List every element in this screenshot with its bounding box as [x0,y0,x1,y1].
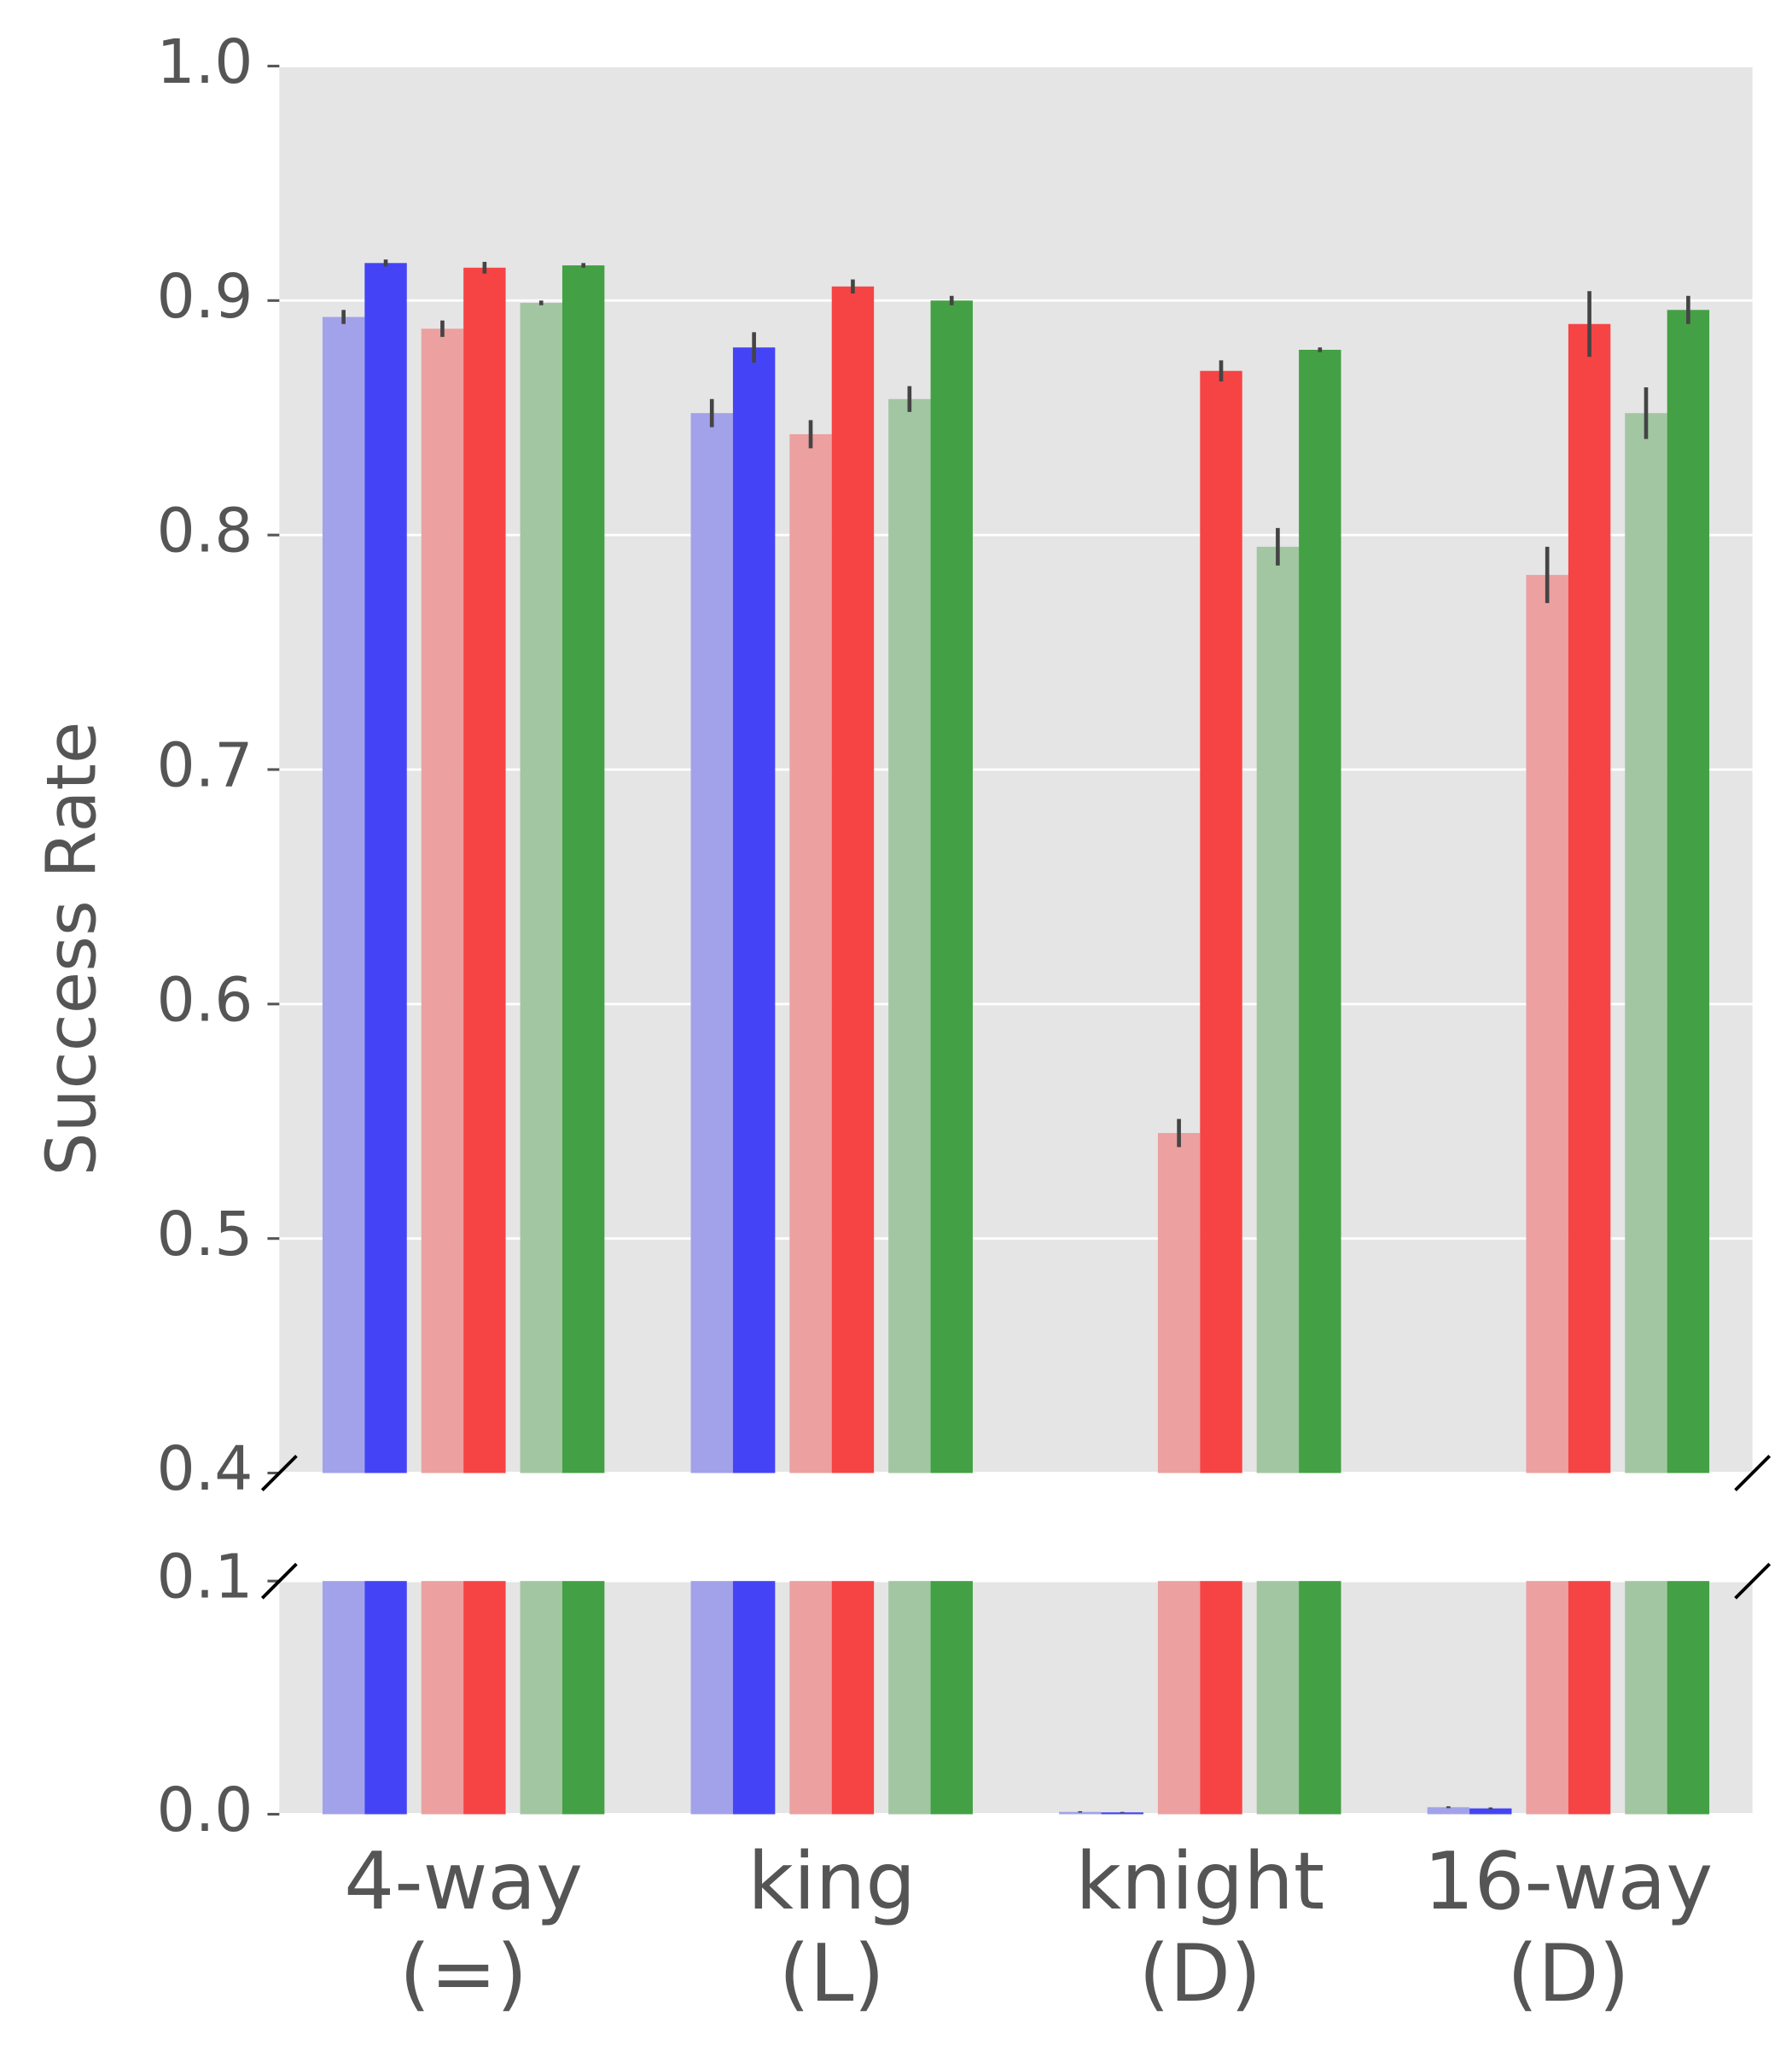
bar [690,1581,733,1815]
marks: 0.40.50.60.70.80.91.00.00.14-way(=)king(… [157,26,1753,2019]
bar [1625,1581,1667,1815]
bar [1157,1581,1201,1815]
bar [789,433,832,1473]
bar [1101,1812,1143,1815]
bar [364,263,407,1473]
bar [1427,1807,1470,1815]
bar [1200,370,1242,1473]
y-tick-label: 0.9 [157,261,253,332]
bar [690,413,733,1473]
x-tick-label: (L) [779,1927,885,2019]
bar [1568,1581,1611,1815]
x-tick-label: 4-way [344,1835,583,1927]
bar [789,1581,832,1815]
bar [1568,323,1611,1473]
y-tick-label: 0.7 [157,730,253,801]
bar [1625,413,1667,1473]
bar [888,1581,931,1815]
x-tick-label: king [748,1835,916,1927]
bar [1526,1581,1568,1815]
bar [732,347,776,1473]
bar [520,303,562,1473]
bar [421,328,464,1473]
y-tick-label: 0.4 [157,1433,253,1504]
bar [1526,574,1568,1473]
x-tick-label: (D) [1139,1927,1262,2019]
bar [1667,310,1710,1473]
bar [1157,1133,1201,1473]
bar [1256,546,1300,1473]
bar [463,1581,506,1815]
bar [561,1581,605,1815]
bar [1299,349,1341,1473]
bar [322,317,365,1473]
x-tick-label: (D) [1507,1927,1630,2019]
bar [463,267,506,1473]
bar [732,1581,776,1815]
bar [1667,1581,1710,1815]
bar [520,1581,562,1815]
y-tick-label: 1.0 [157,26,253,97]
x-tick-label: knight [1075,1835,1324,1927]
bar [888,398,931,1473]
bar [1256,1581,1300,1815]
x-tick-label: 16-way [1424,1835,1713,1927]
bar [1299,1581,1341,1815]
y-tick-label: 0.5 [157,1199,253,1270]
y-tick-label: 0.8 [157,496,253,566]
bar [1200,1581,1242,1815]
bar [831,286,875,1473]
x-tick-label: (=) [399,1927,527,2019]
bar [1469,1808,1512,1815]
bar [930,1581,973,1815]
bar [421,1581,464,1815]
y-tick-label: 0.6 [157,964,253,1035]
bar [831,1581,875,1815]
bar [561,265,605,1473]
bar [322,1581,365,1815]
break-marks [260,1455,1772,1600]
bar [930,300,973,1473]
bar [1059,1811,1102,1815]
y-tick-label: 0.0 [157,1775,253,1845]
y-tick-label: 0.1 [157,1542,253,1612]
y-axis-label: Success Rate [32,722,112,1177]
bar [364,1581,407,1815]
